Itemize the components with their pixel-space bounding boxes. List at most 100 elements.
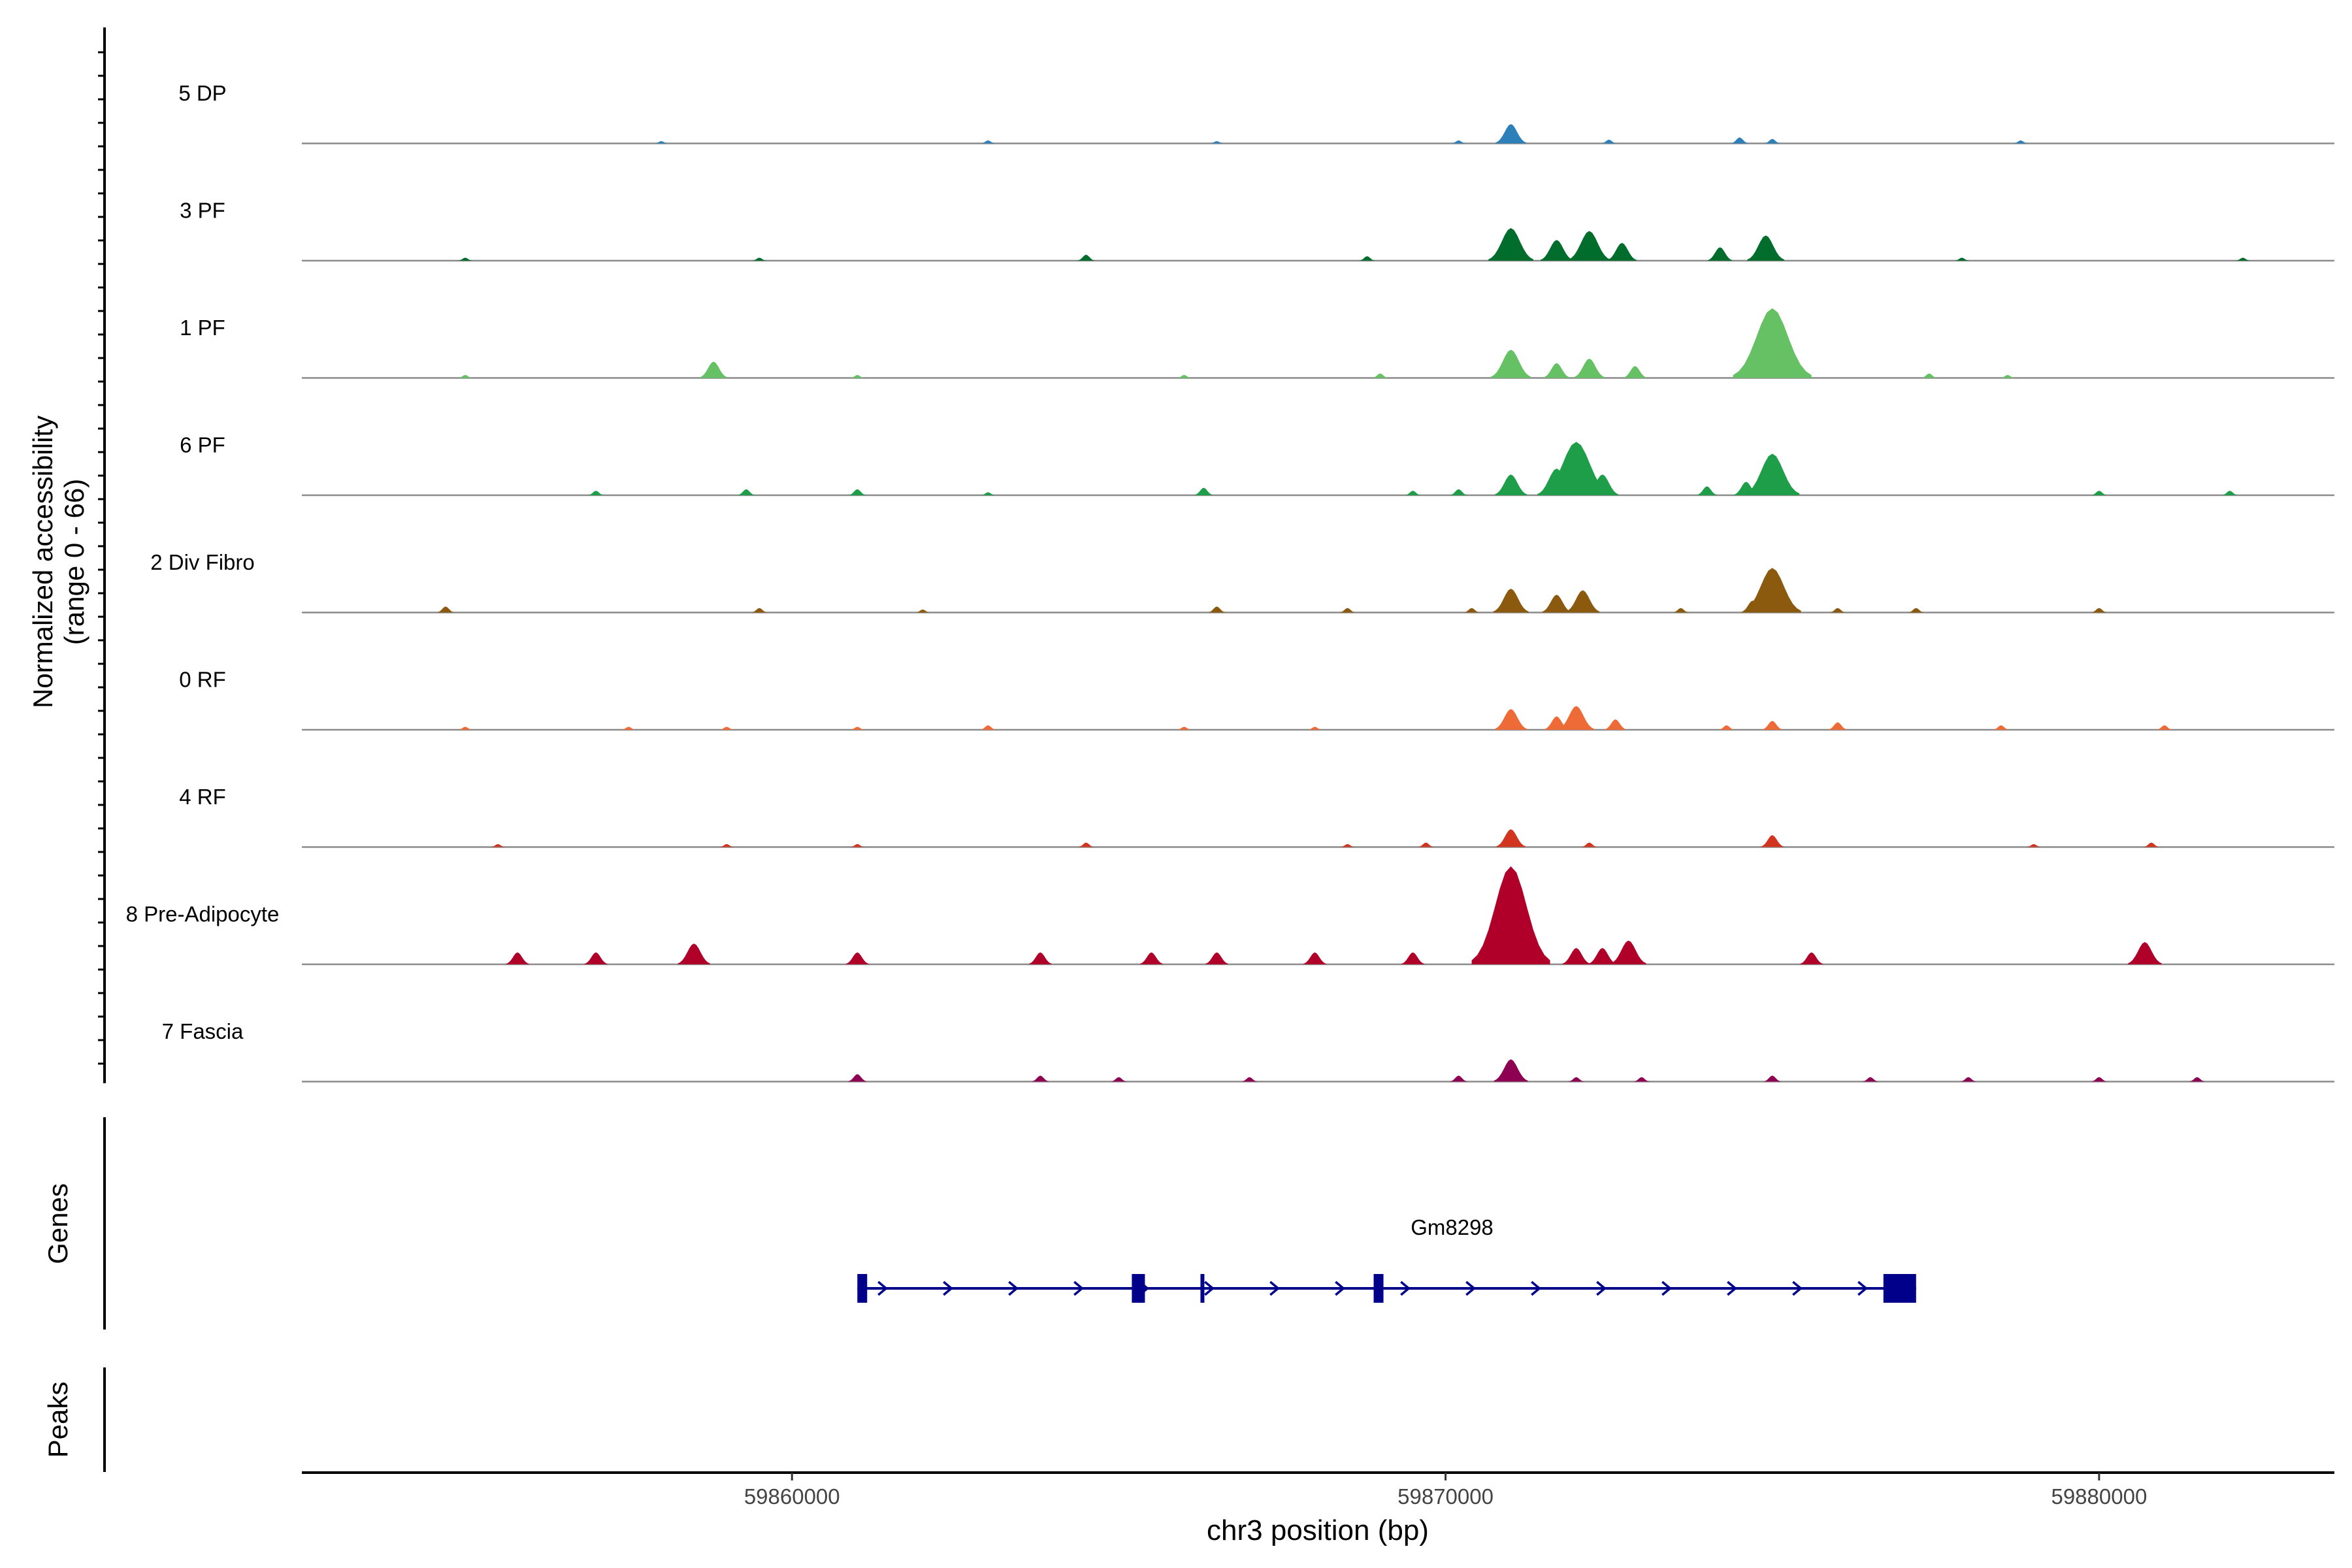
gene-model — [857, 1274, 1916, 1303]
coverage-peak — [1586, 474, 1619, 495]
strand-arrow-icon — [1661, 1281, 1673, 1296]
coverage-peak — [621, 727, 636, 730]
strand-arrow-icon — [1727, 1281, 1738, 1296]
coverage-peak — [1747, 235, 1785, 261]
coverage-peak — [1731, 137, 1748, 144]
gene-exon — [1132, 1274, 1145, 1303]
coverage-peak — [2091, 1077, 2107, 1082]
peaks-panel-label: Peaks — [42, 1382, 73, 1458]
coverage-peak — [1339, 608, 1356, 613]
coverage-peak — [588, 491, 604, 495]
strand-arrow-icon — [877, 1281, 889, 1296]
gene-exon — [857, 1274, 868, 1303]
coverage-peak — [850, 375, 864, 378]
coverage-peak — [1565, 590, 1600, 613]
track-3-pf: 3 PF — [180, 199, 2334, 262]
coverage-peak — [2001, 375, 2015, 378]
coverage-peak — [719, 727, 734, 730]
coverage-peak — [1733, 308, 1812, 378]
coverage-peak — [1401, 952, 1425, 964]
coverage-peak — [2127, 941, 2162, 964]
coverage-peak — [584, 952, 608, 964]
strand-arrow-icon — [1465, 1281, 1477, 1296]
coverage-peak — [458, 727, 472, 730]
coverage-peak — [1241, 1077, 1258, 1082]
coverage-peak — [2091, 491, 2107, 495]
coverage-peak — [2189, 1077, 2205, 1082]
track-2-div-fibro: 2 Div Fibro — [150, 550, 2334, 613]
coverage-peak — [1493, 589, 1529, 613]
coverage-peak — [719, 844, 734, 847]
coverage-peak — [1210, 141, 1224, 144]
strand-arrow-icon — [1073, 1281, 1085, 1296]
coverage-peak — [2222, 491, 2238, 495]
track-8-pre-adipocyte: 8 Pre-Adipocyte — [126, 866, 2334, 966]
coverage-peak — [752, 257, 766, 261]
coverage-peak — [1765, 139, 1780, 144]
coverage-peak — [1828, 722, 1847, 730]
coverage-peak — [1574, 359, 1605, 378]
coverage-peak — [1303, 952, 1327, 964]
coverage-peak — [1494, 709, 1527, 730]
coverage-peak — [1496, 829, 1526, 847]
coverage-peak — [1177, 727, 1191, 730]
coverage-peak — [2014, 140, 2028, 144]
coverage-peak — [1372, 373, 1388, 378]
coverage-peak — [1993, 725, 2009, 730]
x-tick-label: 59870000 — [1397, 1484, 1494, 1509]
gene-exon — [1373, 1274, 1384, 1303]
coverage-peak — [1341, 844, 1354, 847]
coverage-peak — [1494, 1059, 1528, 1082]
x-tick-label: 59880000 — [2051, 1484, 2147, 1509]
y-axis-title-line1: Normalized accessibility — [27, 416, 58, 708]
coverage-peak — [1077, 254, 1095, 261]
y-axis-title: Normalized accessibility (range 0 - 66) — [27, 416, 90, 708]
coverage-peak — [2027, 844, 2041, 847]
coverage-peak — [1568, 231, 1610, 261]
coverage-peak — [458, 375, 472, 378]
track-4-rf: 4 RF — [179, 785, 2334, 848]
coverage-peak — [1495, 124, 1527, 144]
coverage-peak — [2144, 842, 2159, 847]
coverage-peak — [1921, 373, 1937, 378]
coverage-peak — [1863, 1077, 1878, 1082]
coverage-peak — [1634, 1077, 1650, 1082]
coverage-peak — [1800, 952, 1823, 964]
coverage-peak — [1569, 1077, 1584, 1082]
x-axis-title: chr3 position (bp) — [1207, 1514, 1429, 1546]
track-label: 2 Div Fibro — [150, 550, 255, 574]
coverage-peak — [1830, 608, 1846, 613]
coverage-peak — [1955, 257, 1969, 261]
strand-arrow-icon — [1857, 1281, 1869, 1296]
strand-arrow-icon — [1204, 1281, 1215, 1296]
coverage-peak — [1763, 1075, 1781, 1082]
strand-arrow-icon — [943, 1281, 954, 1296]
coverage-peak — [849, 489, 866, 495]
track-label: 3 PF — [180, 199, 225, 223]
coverage-peak — [1961, 1077, 1976, 1082]
x-tick-label: 59860000 — [744, 1484, 840, 1509]
coverage-peak — [1463, 608, 1480, 613]
coverage-peak — [1761, 835, 1784, 847]
coverage-peak — [1558, 706, 1594, 730]
coverage-peak — [1494, 474, 1527, 495]
coverage-peak — [655, 141, 668, 144]
coverage-peak — [437, 606, 454, 613]
coverage-peak — [1908, 608, 1924, 613]
coverage-peak — [678, 943, 710, 964]
track-label: 8 Pre-Adipocyte — [126, 902, 280, 926]
coverage-peak — [1078, 842, 1094, 847]
coverage-peak — [1032, 1075, 1049, 1082]
coverage-peak — [1543, 442, 1610, 495]
coverage-peak — [915, 610, 930, 613]
coverage-peak — [1762, 721, 1782, 730]
coverage-peak — [2091, 608, 2107, 613]
coverage-peak — [1308, 727, 1322, 730]
strand-arrow-icon — [1400, 1281, 1411, 1296]
coverage-peak — [458, 257, 472, 261]
coverage-peak — [491, 844, 505, 847]
coverage-peak — [1543, 363, 1570, 378]
strand-arrow-icon — [1008, 1281, 1019, 1296]
coverage-tracks: 5 DP 3 PF 1 PF 6 PF 2 Div Fibro 0 RF 4 RF 8 Pre… — [126, 81, 2334, 1083]
